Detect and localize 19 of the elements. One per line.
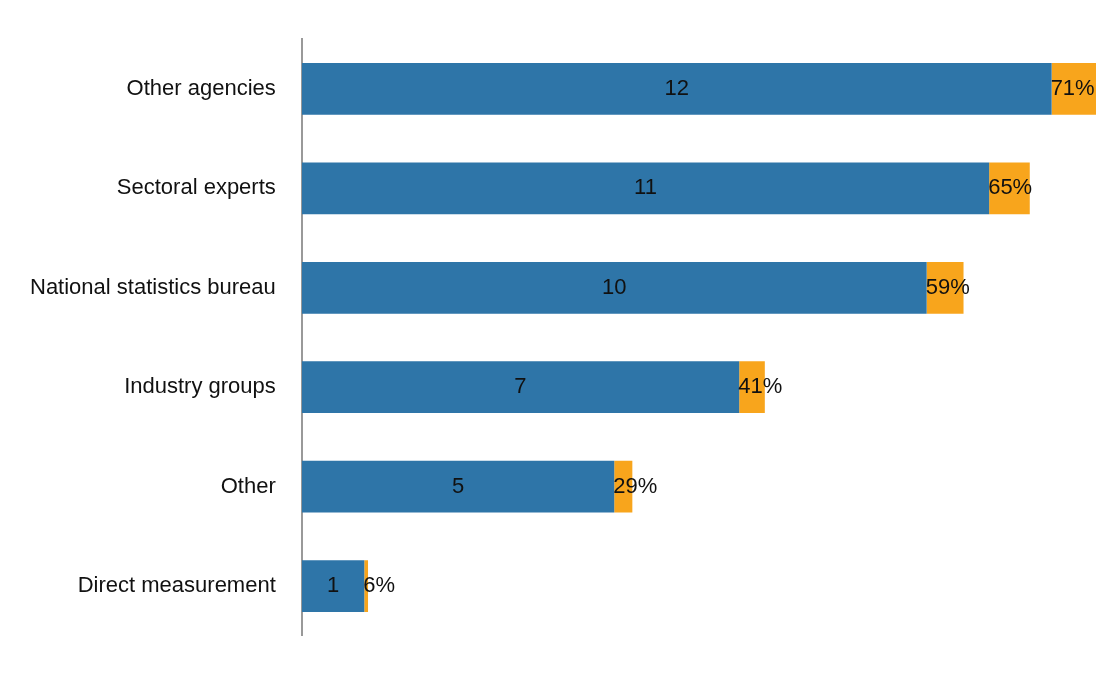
bar xyxy=(301,261,927,314)
bar xyxy=(301,361,740,414)
bar xyxy=(301,63,1052,115)
bar xyxy=(301,460,615,513)
data-label: 71% xyxy=(1050,74,1095,100)
y-tick-label: Other xyxy=(220,472,276,498)
data-label: 12 xyxy=(664,74,689,100)
bar xyxy=(301,560,365,612)
bar xyxy=(301,162,990,215)
y-tick-label: Direct measurement xyxy=(77,572,276,598)
data-label: 5 xyxy=(451,472,465,498)
data-label: 1 xyxy=(326,572,340,598)
y-tick-label: National statistics bureau xyxy=(30,273,276,299)
y-tick-label: Industry groups xyxy=(124,373,276,399)
y-tick-label: Sectoral experts xyxy=(116,174,276,200)
data-label: 11 xyxy=(634,174,657,200)
data-label: 10 xyxy=(601,273,627,299)
data-label: 7 xyxy=(514,373,527,399)
y-tick-label: Other agencies xyxy=(126,74,276,100)
